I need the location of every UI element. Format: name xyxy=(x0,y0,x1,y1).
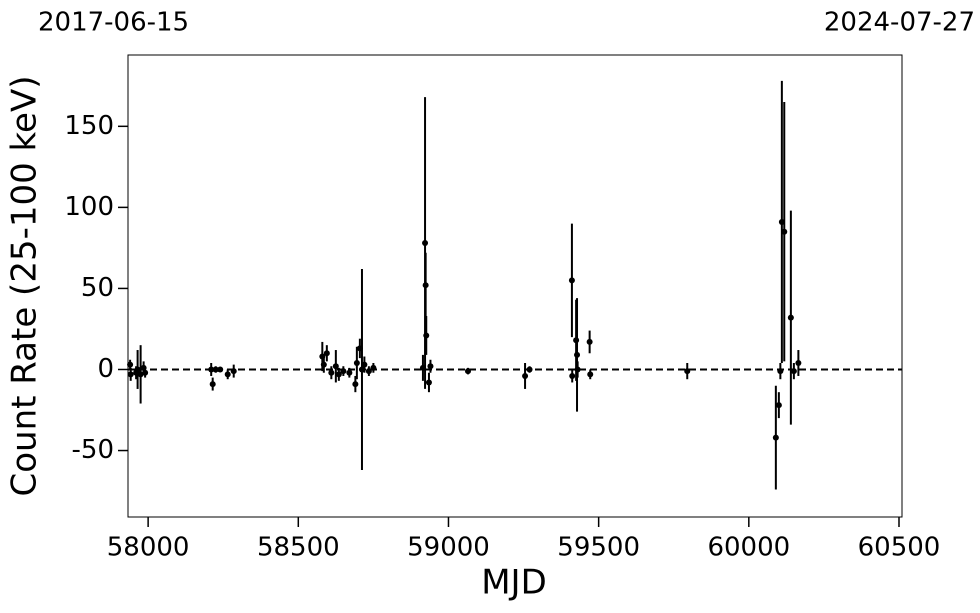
data-point xyxy=(352,381,359,388)
data-point xyxy=(586,338,593,345)
data-point xyxy=(209,381,216,388)
data-point xyxy=(361,361,368,368)
data-point xyxy=(224,371,231,378)
data-point xyxy=(365,368,372,375)
data-point xyxy=(320,361,327,368)
end-date: 2024-07-27 xyxy=(824,8,975,38)
data-point xyxy=(787,314,794,321)
data-point xyxy=(423,332,430,339)
data-point xyxy=(568,277,575,284)
x-axis-label: MJD xyxy=(481,563,547,603)
data-point xyxy=(127,371,134,378)
data-point xyxy=(790,368,797,375)
x-tick-label: 59500 xyxy=(557,533,640,563)
data-point xyxy=(574,351,581,358)
start-date: 2017-06-15 xyxy=(38,8,189,38)
x-tick-label: 60500 xyxy=(858,533,941,563)
data-point xyxy=(522,372,529,379)
data-point xyxy=(332,363,339,370)
data-point xyxy=(346,369,353,376)
y-tick-label: 100 xyxy=(64,192,114,222)
data-point xyxy=(137,371,144,378)
data-point xyxy=(127,361,134,368)
plot-frame xyxy=(127,54,903,518)
y-tick-label: 150 xyxy=(64,111,114,141)
data-point xyxy=(777,368,784,375)
data-point xyxy=(425,379,432,386)
data-point xyxy=(328,369,335,376)
data-point xyxy=(217,366,224,373)
data-point xyxy=(323,350,330,357)
data-point xyxy=(335,371,342,378)
data-point xyxy=(795,360,802,366)
x-tick-label: 60000 xyxy=(707,533,790,563)
data-point xyxy=(427,363,434,370)
y-tick-label: 0 xyxy=(97,354,114,384)
data-point xyxy=(569,372,576,379)
data-point xyxy=(142,369,149,376)
data-point xyxy=(587,371,594,378)
data-point xyxy=(422,282,429,289)
data-point xyxy=(353,360,360,366)
y-axis-label: Count Rate (25-100 keV) xyxy=(5,76,45,497)
data-point xyxy=(526,366,533,373)
y-tick-label: -50 xyxy=(72,435,114,465)
data-point xyxy=(464,368,471,375)
data-point xyxy=(134,366,141,373)
data-point xyxy=(781,228,788,235)
data-point xyxy=(775,402,782,409)
y-tick-label: 50 xyxy=(81,273,114,303)
data-point xyxy=(574,366,581,373)
data-point xyxy=(370,364,377,371)
x-tick-label: 59000 xyxy=(407,533,490,563)
x-tick-label: 58000 xyxy=(107,533,190,563)
data-point xyxy=(772,434,779,441)
data-point xyxy=(208,366,215,373)
data-point xyxy=(422,240,429,247)
x-tick-label: 58500 xyxy=(257,533,340,563)
data-point xyxy=(230,368,237,375)
data-point xyxy=(684,368,691,375)
data-point xyxy=(212,366,219,373)
data-point xyxy=(340,368,347,375)
